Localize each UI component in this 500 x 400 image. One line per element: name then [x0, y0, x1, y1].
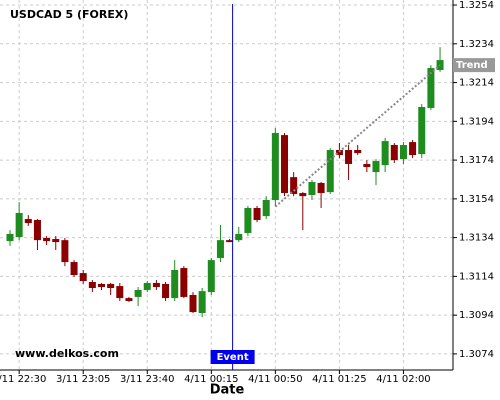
candle-body: [335, 150, 343, 156]
candle-body: [198, 291, 206, 314]
x-tick-label: 4/11 02:00: [376, 374, 430, 385]
candle-body: [61, 240, 69, 263]
candle-body: [299, 193, 307, 197]
candle-body: [33, 219, 41, 241]
candle-body: [162, 283, 170, 299]
candle-body: [363, 163, 371, 168]
candle-body: [88, 282, 96, 289]
candle-body: [381, 141, 389, 166]
x-tick-label: 3/11 22:30: [0, 374, 46, 385]
x-tick-label: 4/11 00:15: [184, 374, 238, 385]
candle-body: [399, 144, 407, 160]
candle-body: [418, 106, 426, 155]
candle-body: [326, 150, 334, 193]
candle-body: [43, 238, 51, 242]
y-tick-label: 1.3194: [459, 116, 494, 127]
x-axis-label: Date: [210, 383, 245, 398]
candle-body: [317, 182, 325, 194]
candle-body: [125, 298, 133, 302]
candle-body: [189, 294, 197, 313]
candle-body: [180, 268, 188, 297]
y-tick-label: 1.3094: [459, 310, 494, 321]
candle-body: [409, 142, 417, 156]
y-tick-label: 1.3154: [459, 194, 494, 205]
grid: [0, 0, 453, 370]
marks: [6, 47, 444, 318]
candle-body: [52, 238, 60, 243]
candle-body: [70, 262, 78, 276]
candle-body: [207, 260, 215, 293]
y-tick-label: 1.3214: [459, 78, 494, 89]
candle-body: [354, 150, 362, 154]
candle-body: [152, 282, 160, 288]
event-label: Event: [217, 352, 249, 363]
candle-body: [6, 233, 14, 242]
candle-body: [390, 144, 398, 161]
candle-body: [107, 283, 115, 289]
x-tick-label: 3/11 23:40: [120, 374, 174, 385]
watermark: www.delkos.com: [15, 347, 119, 360]
y-tick-label: 1.3134: [459, 233, 494, 244]
x-tick-label: 4/11 01:25: [312, 374, 366, 385]
candle-body: [281, 135, 288, 194]
trend-label: Trend: [456, 60, 488, 71]
candle-body: [235, 233, 243, 241]
candle-body: [79, 273, 87, 282]
candle-body: [345, 150, 353, 164]
candle-body: [116, 286, 124, 299]
candle-body: [143, 282, 151, 290]
candle-body: [216, 240, 224, 258]
candle-body: [271, 132, 279, 201]
candle-body: [244, 207, 252, 233]
candle-body: [308, 181, 316, 195]
candle-body: [436, 60, 444, 70]
candle-body: [15, 213, 23, 238]
candle-body: [427, 68, 435, 108]
y-tick-label: 1.3174: [459, 155, 494, 166]
candle-body: [372, 161, 380, 173]
y-tick-label: 1.3254: [459, 0, 494, 11]
candle-body: [171, 269, 179, 299]
candle-body: [134, 289, 142, 297]
candle-body: [253, 207, 261, 220]
y-tick-label: 1.3074: [459, 349, 494, 360]
plot-area: [0, 0, 453, 370]
x-tick-label: 3/11 23:05: [56, 374, 110, 385]
event-label-box: [210, 350, 255, 364]
candle-body: [226, 240, 234, 243]
trend-label-box: [453, 58, 495, 73]
candle-body: [24, 219, 32, 224]
x-tick-label: 4/11 00:50: [248, 374, 302, 385]
chart-title: USDCAD 5 (FOREX): [10, 8, 128, 21]
trend-line: [274, 64, 441, 208]
y-tick-label: 1.3114: [459, 271, 494, 282]
y-tick-label: 1.3234: [459, 39, 494, 50]
candle-body: [290, 177, 298, 195]
candle-body: [262, 200, 270, 217]
candle-body: [98, 283, 105, 288]
